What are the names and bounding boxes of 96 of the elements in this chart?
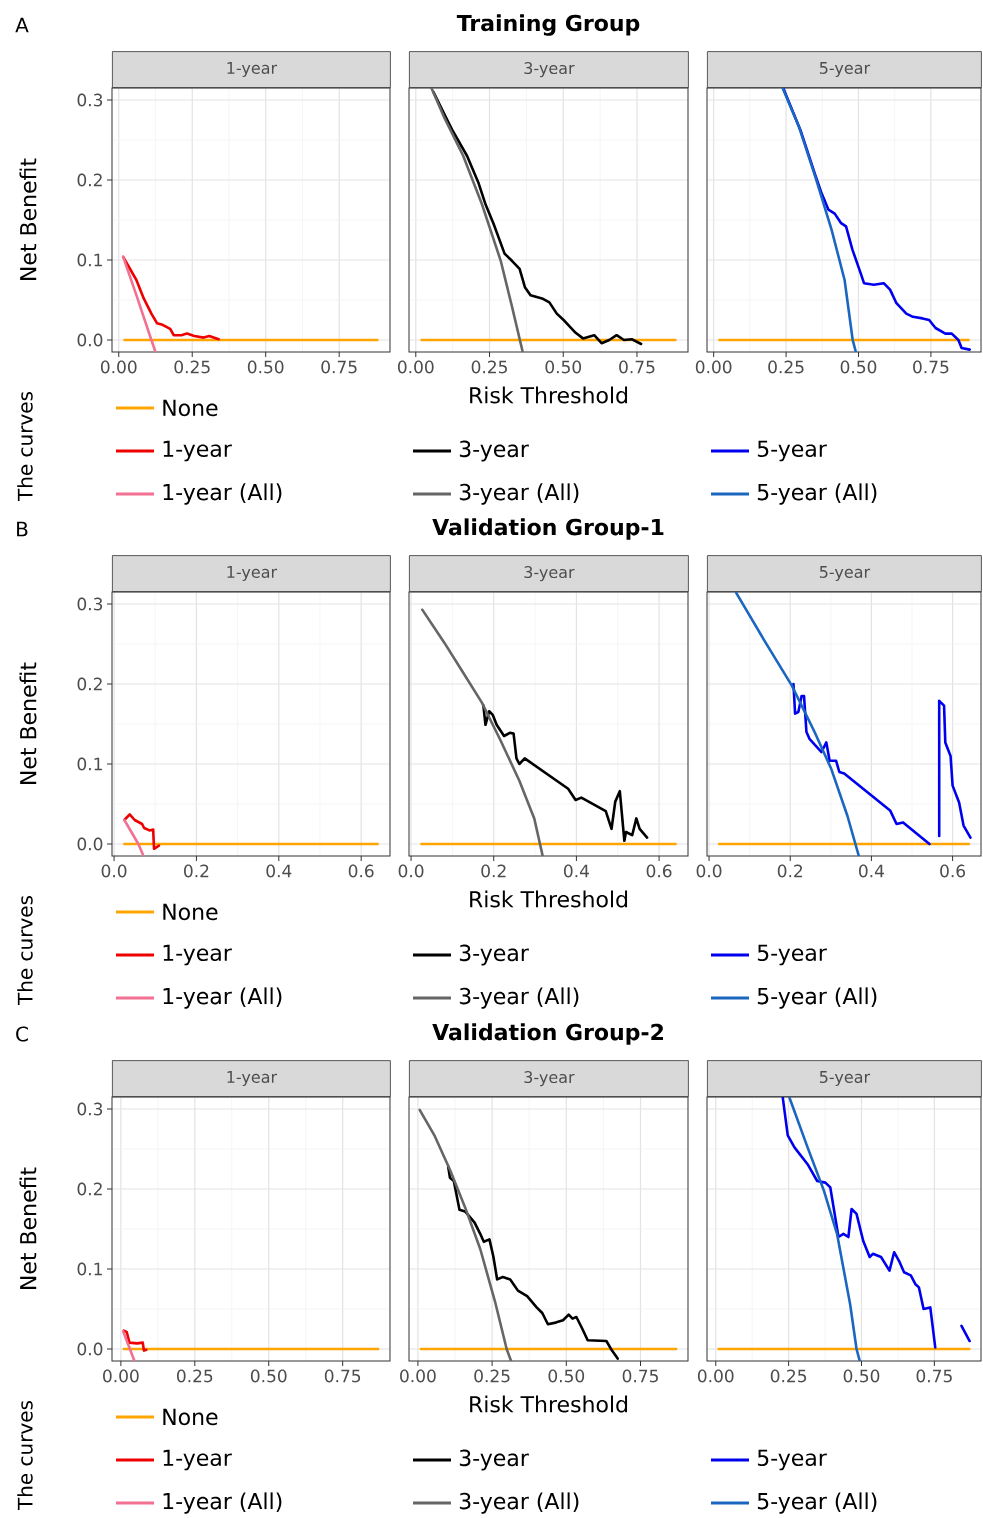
x-tick-label: 0.50: [548, 1369, 585, 1383]
x-tick-label: 0.0: [696, 864, 722, 878]
y-axis-title: Net Benefit: [19, 662, 37, 784]
line-series: [122, 1329, 148, 1352]
x-axis-title: Risk Threshold: [470, 890, 628, 908]
text: A: [15, 17, 29, 33]
chart-subtitle: 3-year: [524, 566, 575, 582]
x-tick-label: 0.4: [859, 864, 884, 878]
chart-subtitle: 3-year: [524, 1071, 575, 1087]
legend-label: 1-year (All): [163, 987, 282, 1009]
x-tick-label: 0.25: [174, 360, 210, 374]
x-tick-label: 0.00: [697, 1369, 734, 1383]
chart-subtitle: 5-year: [819, 62, 871, 78]
legend-label: 1-year: [163, 440, 232, 462]
legend-label: 5-year: [757, 440, 827, 462]
x-tick-label: 0.2: [184, 864, 209, 878]
chart-title: Training Group: [456, 14, 640, 36]
x-tick-label: 0.50: [545, 360, 582, 374]
x-axis-title: Risk Threshold: [470, 386, 628, 404]
x-axis-title: Risk Threshold: [470, 1395, 628, 1413]
y-tick-label: 0.1: [77, 1262, 102, 1276]
legend-label: 5-year (All): [757, 1492, 877, 1514]
y-tick-label: 0.3: [77, 1102, 103, 1116]
y-axis-title: Net Benefit: [19, 158, 37, 280]
y-tick-label: 0.1: [77, 757, 102, 771]
y-tick-label: 0.0: [77, 333, 103, 347]
x-tick-label: 0.00: [397, 360, 434, 374]
legend-label: None: [163, 903, 218, 921]
x-tick-label: 0.6: [348, 864, 374, 878]
legend-label: None: [163, 1408, 218, 1426]
y-tick-label: 0.0: [77, 837, 103, 851]
y-tick-label: 0.3: [77, 597, 103, 611]
legend-label: 1-year: [163, 944, 232, 966]
x-tick-label: 0.00: [695, 360, 732, 374]
x-tick-label: 0.75: [321, 360, 357, 374]
x-tick-label: 0.25: [176, 1369, 213, 1383]
x-tick-label: 0.25: [471, 360, 507, 374]
legend-label: 5-year: [757, 1449, 827, 1471]
x-tick-label: 0.75: [622, 1369, 658, 1383]
x-tick-label: 0.50: [247, 360, 284, 374]
x-tick-label: 0.75: [913, 360, 949, 374]
line-series: [121, 255, 157, 352]
x-tick-label: 0.2: [777, 864, 803, 878]
x-tick-label: 0.00: [103, 1369, 139, 1383]
legend-title: The curves: [17, 391, 33, 502]
x-tick-label: 0.4: [266, 864, 292, 878]
y-tick-label: 0.1: [77, 253, 102, 267]
y-tick-label: 0.2: [77, 173, 102, 187]
x-tick-label: 0.25: [770, 1369, 807, 1383]
x-tick-label: 0.2: [481, 864, 506, 878]
chart-title: Validation Group-2: [432, 1023, 663, 1045]
text: C: [16, 1026, 28, 1042]
legend-label: 3-year: [459, 1449, 529, 1471]
y-tick-label: 0.0: [77, 1342, 103, 1356]
legend-label: 3-year (All): [459, 987, 579, 1009]
x-tick-label: 0.75: [324, 1369, 361, 1383]
legend-label: 1-year (All): [163, 483, 282, 505]
chart-subtitle: 5-year: [819, 1071, 871, 1087]
legend-title: The curves: [17, 1401, 33, 1511]
legend-label: 3-year (All): [459, 1492, 579, 1514]
legend-label: 5-year (All): [757, 483, 877, 505]
y-tick-label: 0.2: [77, 677, 102, 691]
legend-label: 5-year: [757, 944, 827, 966]
chart-subtitle: 1-year: [227, 566, 278, 582]
x-tick-label: 0.25: [768, 360, 804, 374]
x-tick-label: 0.0: [398, 864, 424, 878]
x-tick-label: 0.4: [564, 864, 589, 878]
x-tick-label: 0.50: [250, 1369, 287, 1383]
legend-label: 1-year: [163, 1449, 232, 1471]
x-tick-label: 0.6: [940, 864, 966, 878]
x-tick-label: 0.50: [843, 1369, 880, 1383]
legend-label: 1-year (All): [163, 1492, 282, 1514]
legend-title: The curves: [17, 896, 33, 1006]
chart-subtitle: 1-year: [227, 62, 278, 78]
y-tick-label: 0.3: [77, 93, 103, 107]
x-tick-label: 0.25: [474, 1369, 510, 1383]
legend-label: 3-year: [459, 944, 529, 966]
chart-title: Validation Group-1: [432, 518, 664, 540]
legend-label: None: [163, 399, 218, 417]
x-tick-label: 0.50: [840, 360, 877, 374]
chart-subtitle: 1-year: [227, 1071, 278, 1087]
line-series: [123, 813, 161, 851]
x-tick-label: 0.75: [619, 360, 655, 374]
chart-subtitle: 5-year: [819, 566, 871, 582]
x-tick-label: 0.6: [646, 864, 672, 878]
x-tick-label: 0.00: [100, 360, 137, 374]
legend-label: 5-year (All): [757, 987, 877, 1009]
x-tick-label: 0.00: [400, 1369, 436, 1383]
y-axis-title: Net Benefit: [19, 1167, 37, 1289]
x-tick-label: 0.0: [101, 864, 127, 878]
x-tick-label: 0.75: [916, 1369, 952, 1383]
legend-label: 3-year (All): [459, 483, 579, 505]
text: B: [17, 521, 28, 537]
legend-label: 3-year: [459, 440, 529, 462]
y-tick-label: 0.2: [77, 1182, 102, 1196]
chart-subtitle: 3-year: [524, 62, 575, 78]
